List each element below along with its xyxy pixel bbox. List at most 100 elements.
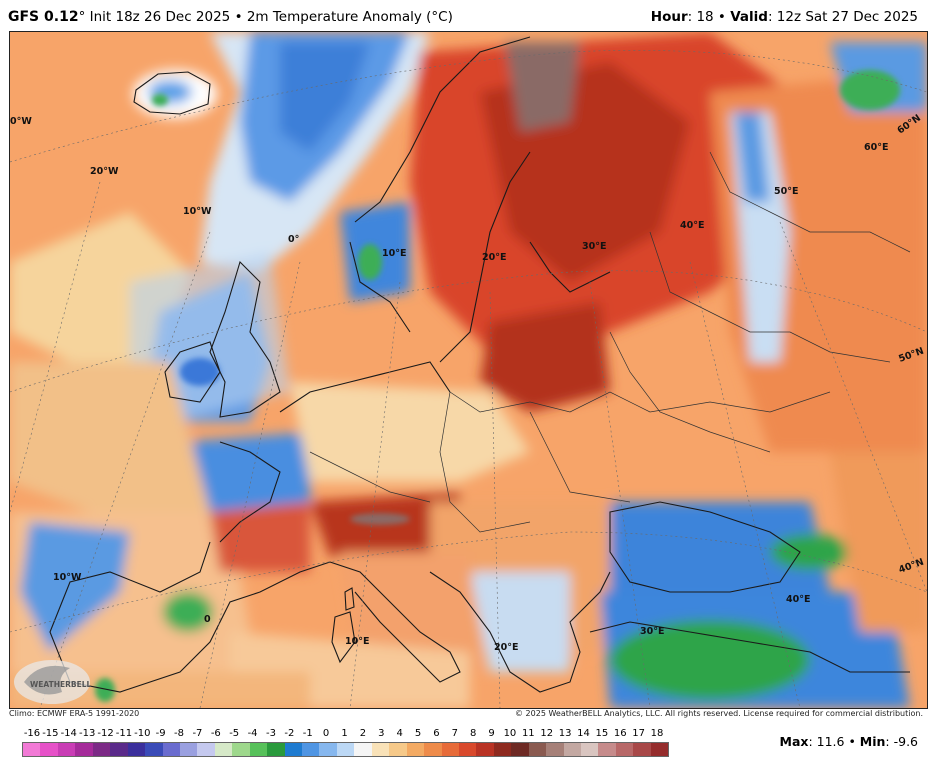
- colorbar-swatch: [23, 743, 41, 756]
- colorbar-swatch: [458, 743, 477, 756]
- lon-label: 20°E: [494, 642, 518, 653]
- poland-hot: [480, 302, 610, 412]
- colorbar-tick: 7: [451, 728, 458, 739]
- colorbar-tick: -7: [192, 728, 203, 739]
- colorbar-swatch: [40, 743, 58, 756]
- colorbar-tick: -14: [60, 728, 77, 739]
- black-sea-coast: [609, 501, 801, 593]
- colorbar-tick: -10: [134, 728, 151, 739]
- min-value: : -9.6: [885, 734, 918, 749]
- colorbar-swatch: [581, 743, 599, 756]
- colorbar-swatch: [267, 743, 285, 756]
- anomaly-field: [10, 32, 927, 708]
- colorbar-tick: 2: [359, 728, 367, 739]
- colorbar-swatch: [511, 743, 529, 756]
- iceland-green: [152, 94, 168, 106]
- min-label: Min: [859, 734, 886, 749]
- colorbar-swatch: [197, 743, 215, 756]
- colorbar-swatch: [493, 743, 512, 756]
- lapland-extreme: [505, 42, 580, 132]
- max-min-readout: Max: 11.6 • Min: -9.6: [780, 734, 918, 749]
- map-canvas: 0°W 20°W 10°W 0° 10°E 20°E 30°E 40°E 50°…: [10, 32, 927, 708]
- anatolia-green: [610, 620, 810, 700]
- colorbar-swatch: [528, 743, 547, 756]
- caucasus-green: [770, 534, 850, 570]
- weatherbell-logo: WEATHERBELL: [14, 660, 92, 704]
- colorbar-swatch: [284, 743, 302, 756]
- valid-value: : 12z Sat 27 Dec 2025: [767, 9, 918, 25]
- lon-label: 20°E: [482, 252, 506, 263]
- lon-label: 30°E: [582, 241, 606, 252]
- colorbar-tick: -5: [229, 728, 240, 739]
- colorbar-swatch: [145, 743, 163, 756]
- colorbar-tick: 0: [322, 728, 330, 739]
- colorbar-tick: 6: [433, 728, 440, 739]
- lon-label: 40°E: [786, 594, 810, 605]
- colorbar-tick: 16: [613, 728, 627, 739]
- colorbar-swatch: [406, 743, 425, 756]
- lon-label: 20°W: [90, 166, 119, 177]
- colorbar-swatch: [615, 743, 634, 756]
- colorbar-tick: 14: [577, 728, 590, 739]
- colorbar-tick: 3: [378, 728, 385, 739]
- colorbar-tick: -12: [97, 728, 114, 739]
- colorbar-tick: 1: [341, 728, 348, 739]
- france-hot: [210, 502, 310, 572]
- iberia-cold-spots: [20, 522, 130, 652]
- norway-green: [358, 244, 382, 280]
- colorbar-swatch: [127, 743, 146, 756]
- scandinavia-coast: [349, 36, 611, 363]
- iceland-coast: [133, 71, 211, 115]
- corsica-coast: [344, 587, 355, 611]
- lon-label: 10°E: [345, 636, 369, 647]
- colorbar-tick: -4: [247, 728, 258, 739]
- colorbar-tick: 15: [595, 728, 609, 739]
- colorbar-tick: -11: [115, 728, 133, 739]
- balkans-light: [470, 572, 570, 672]
- max-value: : 11.6 •: [808, 734, 860, 749]
- lon-label: 50°E: [774, 186, 798, 197]
- colorbar-swatch: [441, 743, 459, 756]
- europe-coast: [49, 361, 451, 693]
- colorbar-swatch: [92, 743, 111, 756]
- model-degree: °: [78, 9, 86, 25]
- colorbar-swatch: [424, 743, 442, 756]
- colorbar-swatch: [162, 743, 180, 756]
- colorbar-swatch: [110, 743, 128, 756]
- colorbar-swatch: [319, 743, 337, 756]
- lon-label: 40°E: [680, 220, 704, 231]
- colorbar-tick: 17: [632, 728, 645, 739]
- north-africa-green: [95, 678, 115, 702]
- colorbar-tick: -13: [78, 728, 96, 739]
- lon-label: 10°W: [183, 206, 212, 217]
- colorbar-swatch: [633, 743, 651, 756]
- colorbar-tick: -8: [174, 728, 185, 739]
- hour-label: Hour: [650, 9, 688, 25]
- caspian-warm: [830, 452, 927, 632]
- temperature-anomaly-map: 0°W 20°W 10°W 0° 10°E 20°E 30°E 40°E 50°…: [9, 31, 928, 709]
- valid-label: Valid: [730, 9, 768, 25]
- ireland-coast: [164, 341, 221, 403]
- colorbar-swatch: [179, 743, 198, 756]
- graticule: [10, 50, 927, 708]
- copyright-notice: © 2025 WeatherBELL Analytics, LLC. All r…: [515, 709, 923, 718]
- colorbar-swatch: [650, 743, 669, 756]
- colorbar-swatch: [302, 743, 320, 756]
- colorbar-tick: 8: [469, 728, 477, 739]
- ireland-blue: [180, 358, 220, 386]
- balkan-coast: [429, 571, 611, 693]
- colorbar-tick: -3: [265, 728, 276, 739]
- colorbar-tick: 9: [488, 728, 495, 739]
- map-title: GFS 0.12° Init 18z 26 Dec 2025 • 2m Temp…: [8, 9, 453, 25]
- colorbar-swatches: [22, 742, 669, 757]
- biscay-light: [10, 362, 210, 512]
- british-coast: [209, 260, 281, 418]
- colorbar-tick: 10: [503, 728, 517, 739]
- colorbar-tick: 13: [558, 728, 572, 739]
- colorbar-swatch: [232, 743, 250, 756]
- biscay-cold: [180, 432, 310, 522]
- max-label: Max: [779, 734, 809, 749]
- colorbar-swatch: [57, 743, 76, 756]
- colorbar-tick: -1: [302, 728, 313, 739]
- anatolia-coast: [589, 621, 910, 673]
